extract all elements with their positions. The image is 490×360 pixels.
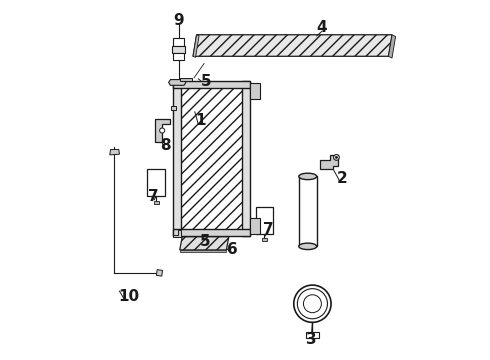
Bar [173, 81, 250, 88]
Text: 4: 4 [317, 20, 327, 35]
Text: 10: 10 [118, 289, 139, 304]
Bar [173, 53, 184, 60]
Polygon shape [169, 80, 186, 85]
Bar [250, 218, 260, 234]
Bar [171, 107, 176, 110]
Polygon shape [193, 35, 199, 57]
Bar [243, 81, 250, 235]
Polygon shape [180, 78, 192, 81]
Polygon shape [193, 35, 392, 56]
Ellipse shape [299, 173, 317, 180]
Text: 6: 6 [227, 242, 238, 257]
Polygon shape [389, 35, 395, 58]
Circle shape [334, 154, 339, 160]
Text: 1: 1 [195, 113, 205, 128]
Polygon shape [156, 270, 163, 276]
Text: 7: 7 [148, 189, 159, 204]
Bar [256, 207, 273, 234]
Text: 3: 3 [306, 332, 317, 347]
Bar [147, 169, 165, 196]
Bar [172, 46, 186, 53]
Bar [173, 39, 184, 46]
Bar [262, 238, 267, 241]
Bar [173, 81, 181, 235]
Text: 8: 8 [160, 139, 171, 153]
Circle shape [335, 156, 338, 158]
Text: 5: 5 [201, 74, 212, 89]
Bar [153, 201, 159, 204]
Polygon shape [180, 237, 229, 250]
Polygon shape [173, 230, 181, 237]
Bar [299, 176, 317, 246]
Polygon shape [155, 119, 170, 142]
Bar [250, 83, 260, 99]
Text: 9: 9 [173, 13, 184, 28]
Text: 5: 5 [200, 234, 211, 249]
Text: 7: 7 [263, 222, 273, 237]
Bar [306, 332, 319, 338]
Circle shape [160, 128, 165, 133]
Bar [181, 88, 243, 229]
Polygon shape [320, 155, 338, 169]
Ellipse shape [299, 243, 317, 249]
Text: 2: 2 [337, 171, 347, 186]
Polygon shape [180, 250, 226, 252]
Polygon shape [110, 149, 120, 155]
Bar [173, 229, 250, 235]
